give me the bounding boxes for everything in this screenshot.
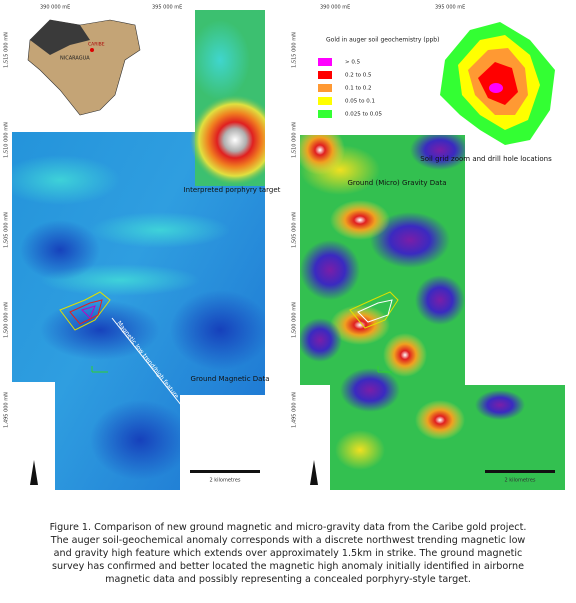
legend-swatch [318, 84, 332, 92]
caption: Figure 1. Comparison of new ground magne… [50, 522, 527, 585]
caption-line: The auger soil-geochemical anomaly corre… [50, 535, 526, 546]
legend: Gold in auger soil geochemistry (ppb) > … [318, 37, 439, 118]
gravity-map [300, 135, 565, 490]
scale-bar [190, 470, 260, 473]
caption-line: survey has confirmed and better located … [52, 561, 524, 572]
coord-label: 1,505 000 mN [4, 212, 10, 248]
coord-label: 1,510 000 mN [4, 122, 10, 158]
soil-inset [440, 22, 555, 145]
inset-label: CARIBE [88, 42, 105, 48]
soil-anomaly-outline [349, 291, 399, 373]
inset-label: NICARAGUA [60, 56, 90, 62]
legend-label: > 0.5 [345, 60, 361, 66]
legend-swatch [318, 110, 332, 118]
coord-label: 1,500 000 mN [4, 302, 10, 338]
side-labels: 1,515 000 mN 1,510 000 mN 1,505 000 mN 1,50… [4, 32, 298, 428]
coord-label: 1,515 000 mN [4, 32, 10, 68]
scale-bar [485, 470, 555, 473]
annotation: Interpreted porphyry target [184, 186, 281, 194]
coord-label: 395 000 mE [435, 5, 465, 11]
inset-caption: Soil grid zoom and drill hole locations [420, 155, 552, 163]
trend-line [111, 317, 186, 411]
magnetic-map [12, 10, 265, 490]
coord-label: 390 000 mE [40, 5, 70, 11]
legend-label: 0.025 to 0.05 [345, 112, 383, 118]
coord-label: 1,500 000 mN [292, 302, 298, 338]
coord-label: 1,495 000 mN [4, 392, 10, 428]
panel-title: Ground (Micro) Gravity Data [347, 179, 446, 187]
coord-label: 1,510 000 mN [292, 122, 298, 158]
legend-swatch [318, 58, 332, 66]
caption-line: magnetic data and possibly representing … [105, 574, 471, 585]
legend-label: 0.05 to 0.1 [345, 99, 375, 105]
panel-title: Ground Magnetic Data [191, 375, 270, 383]
scale-label: 2 kilometres [504, 478, 535, 484]
caption-line: Figure 1. Comparison of new ground magne… [50, 522, 527, 533]
legend-title: Gold in auger soil geochemistry (ppb) [326, 37, 439, 44]
coord-label: 1,515 000 mN [292, 32, 298, 68]
soil-anomaly-outline [59, 291, 111, 373]
caption-line: and gravity high feature which extends o… [54, 548, 523, 559]
coord-label: 1,505 000 mN [292, 212, 298, 248]
location-inset [27, 19, 141, 116]
legend-swatch [318, 97, 332, 105]
scale-label: 2 kilometres [209, 478, 240, 484]
coord-label: 1,495 000 mN [292, 392, 298, 428]
north-arrow [30, 460, 38, 485]
legend-label: 0.2 to 0.5 [345, 73, 372, 79]
legend-swatch [318, 71, 332, 79]
coord-label: 395 000 mE [152, 5, 182, 11]
legend-label: 0.1 to 0.2 [345, 86, 372, 92]
coord-label: 390 000 mE [320, 5, 350, 11]
north-arrow [310, 460, 318, 485]
